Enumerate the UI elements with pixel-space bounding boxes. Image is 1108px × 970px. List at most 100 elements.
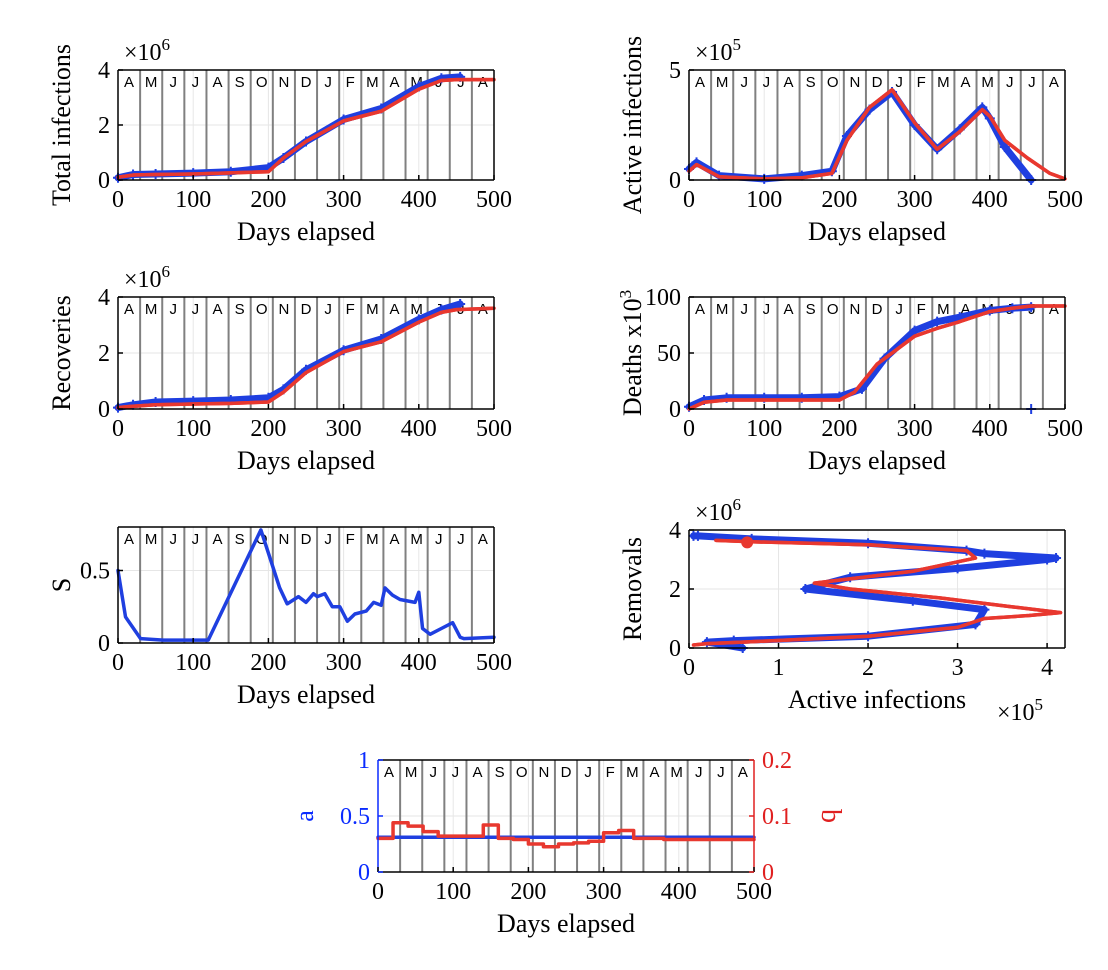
month-label: A: [478, 531, 488, 548]
x-tick-label: 1: [773, 655, 785, 681]
month-label: A: [213, 301, 223, 318]
month-label: F: [606, 764, 615, 781]
month-label: M: [981, 74, 994, 91]
month-label: O: [256, 531, 268, 548]
series-model-line: [116, 77, 496, 179]
x-tick-label: 100: [746, 187, 782, 213]
y-right-tick-label: 0: [762, 860, 774, 886]
month-label: D: [301, 74, 312, 91]
y-tick-label: 0: [98, 397, 110, 423]
x-tick-label: 400: [972, 187, 1008, 213]
month-label: S: [235, 74, 245, 91]
data-marker: [979, 604, 990, 615]
month-label: A: [649, 764, 659, 781]
month-label: J: [457, 74, 465, 91]
x-tick-label: 300: [586, 879, 622, 905]
data-marker: [455, 299, 466, 309]
month-label: M: [716, 74, 729, 91]
x-tick-label: 400: [401, 650, 437, 676]
chart-S: A M J J A S O N D J F M A M J J A0 100 200 300 400 50000.5Day…: [47, 526, 512, 709]
y-exponent-label: ×105: [695, 35, 741, 66]
month-label: J: [452, 764, 460, 781]
x-tick-label: 100: [435, 879, 471, 905]
y-axis-label: a: [290, 810, 319, 822]
x-tick-label: 300: [326, 416, 362, 442]
x-tick-label: 200: [821, 416, 857, 442]
model-line: [687, 88, 1066, 181]
chart-recoveries: AMJJASONDJFMAMJJA0100200300400500024×106…: [47, 262, 512, 475]
y-exponent-label: ×106: [124, 262, 170, 293]
month-label: J: [695, 764, 703, 781]
x-tick-label: 300: [326, 650, 362, 676]
y-right-tick-label: 0.2: [762, 748, 792, 774]
y-tick-label: 2: [98, 113, 110, 139]
y-axis-label: S: [47, 578, 76, 592]
y-tick-label: 50: [657, 341, 681, 367]
month-label: S: [235, 301, 245, 318]
series-data-line: [685, 303, 1035, 411]
month-label: M: [145, 301, 158, 318]
month-label: M: [145, 531, 158, 548]
month-label: J: [324, 74, 332, 91]
y-tick-label: 0.5: [80, 559, 110, 585]
month-label: S: [806, 74, 816, 91]
data-marker: [999, 142, 1010, 152]
data-marker: [979, 548, 990, 559]
data-marker: [952, 563, 963, 574]
series-b-line: [376, 820, 756, 849]
y-tick-label: 0: [358, 860, 370, 886]
month-label: A: [124, 74, 134, 91]
month-label: M: [145, 74, 158, 91]
month-label: F: [346, 74, 355, 91]
data-marker: [800, 584, 811, 594]
month-label: N: [278, 531, 289, 548]
month-label: O: [256, 74, 268, 91]
month-label: J: [324, 531, 332, 548]
x-tick-label: 0: [112, 650, 124, 676]
series-S-line: [116, 528, 496, 642]
month-label: M: [716, 301, 729, 318]
x-tick-label: 0: [683, 416, 695, 442]
y-tick-label: 2: [669, 577, 681, 603]
month-label: J: [1006, 74, 1014, 91]
x-axis-label: Active infections: [788, 685, 966, 714]
x-tick-label: 400: [661, 879, 697, 905]
month-label: J: [324, 301, 332, 318]
month-label: A: [389, 531, 399, 548]
x-tick-label: 500: [476, 187, 512, 213]
y-tick-label: 4: [669, 518, 681, 544]
y-right-tick-label: 0.1: [762, 804, 792, 830]
month-label: J: [192, 301, 200, 318]
x-tick-label: 500: [476, 650, 512, 676]
chart-total: A M J J A S O N D J F M A M J J A0 100 200 300 400 500024×106…: [47, 35, 512, 246]
x-tick-label: 100: [746, 416, 782, 442]
month-label: A: [960, 301, 970, 318]
y-exponent-label: ×106: [124, 35, 170, 66]
x-tick-label: 100: [175, 187, 211, 213]
month-label: A: [473, 764, 483, 781]
month-label: J: [170, 301, 178, 318]
x-tick-label: 200: [250, 416, 286, 442]
month-label: J: [763, 74, 771, 91]
month-label: A: [124, 531, 134, 548]
series-data-line: [114, 300, 464, 412]
month-label: N: [849, 74, 860, 91]
x-tick-label: 3: [952, 655, 964, 681]
x-tick-label: 300: [897, 416, 933, 442]
month-label: M: [405, 764, 418, 781]
y-tick-label: 0: [98, 168, 110, 194]
month-label: J: [895, 74, 903, 91]
x-axis-label: Days elapsed: [237, 217, 375, 246]
month-label: A: [960, 74, 970, 91]
chart-deaths: AMJJASONDJFMAMJJA0100200300400500050100D…: [616, 285, 1083, 475]
month-label: J: [192, 531, 200, 548]
x-tick-label: 0: [112, 187, 124, 213]
y-tick-label: 1: [358, 748, 370, 774]
y-axis-label: Active infections: [618, 36, 647, 214]
y-axis-label: Removals: [618, 537, 647, 641]
month-label: S: [235, 531, 245, 548]
model-line: [117, 77, 494, 179]
month-label: A: [1049, 74, 1059, 91]
month-label: A: [738, 764, 748, 781]
current-point-dot: [741, 536, 754, 549]
